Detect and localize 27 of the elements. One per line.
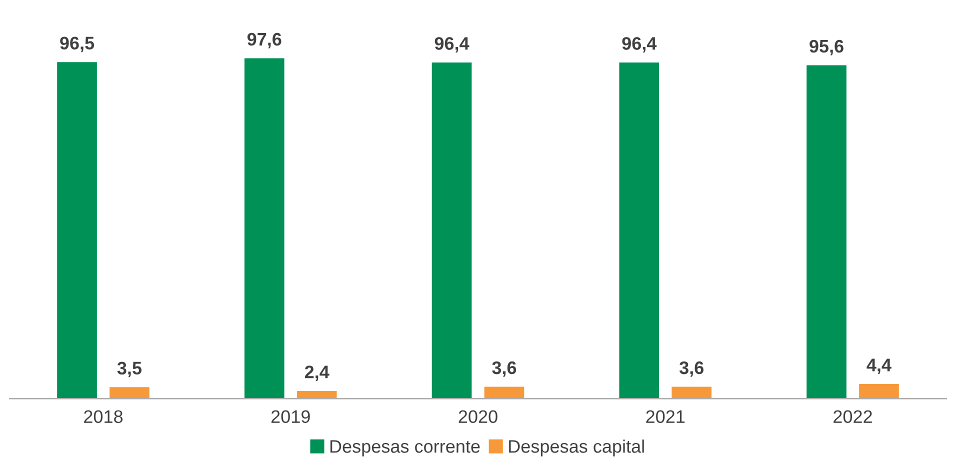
data-label: 2,4 xyxy=(304,366,330,381)
x-tick-label: 2021 xyxy=(646,410,685,424)
legend-label: Despesas capital xyxy=(509,440,644,456)
data-label: 4,4 xyxy=(866,358,892,374)
bar xyxy=(482,385,526,399)
bar xyxy=(430,61,474,399)
data-label: 97,6 xyxy=(247,32,282,48)
data-label: 3,5 xyxy=(117,362,142,378)
bar xyxy=(296,390,338,399)
bar xyxy=(805,64,848,399)
bar xyxy=(108,386,151,399)
data-label: 3,6 xyxy=(679,361,704,377)
bar xyxy=(618,61,660,399)
legend-label: Despesas corrente xyxy=(330,440,480,456)
data-label: 96,4 xyxy=(434,37,470,52)
data-label: 96,5 xyxy=(60,36,94,52)
x-tick-label: 2019 xyxy=(271,410,310,424)
x-tick-label: 2022 xyxy=(834,410,872,424)
data-label: 95,6 xyxy=(810,40,844,56)
x-tick-label: 2018 xyxy=(84,410,123,424)
data-label: 3,6 xyxy=(492,361,516,377)
bar xyxy=(56,60,98,399)
x-tick-label: 2020 xyxy=(458,410,498,424)
data-label: 96,4 xyxy=(622,37,657,52)
bar xyxy=(858,382,900,399)
bar xyxy=(243,56,286,399)
bar xyxy=(670,385,713,399)
